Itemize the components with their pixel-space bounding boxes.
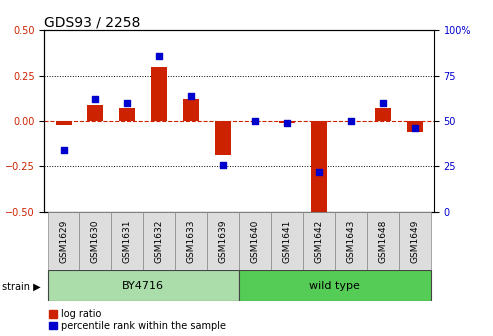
Point	[411, 126, 419, 131]
Bar	[279, 121, 295, 123]
Bar	[111, 212, 143, 270]
Text: GSM1648: GSM1648	[378, 219, 387, 263]
Bar	[47, 212, 79, 270]
Bar	[56, 121, 71, 125]
Text: BY4716: BY4716	[122, 281, 164, 291]
Point	[123, 100, 131, 106]
Text: wild type: wild type	[310, 281, 360, 291]
Bar	[175, 212, 207, 270]
Text: GSM1631: GSM1631	[123, 219, 132, 263]
Point	[92, 96, 100, 102]
Bar	[407, 121, 423, 132]
Text: GDS93 / 2258: GDS93 / 2258	[44, 15, 141, 29]
Text: strain ▶: strain ▶	[2, 281, 41, 291]
Bar	[207, 212, 239, 270]
Bar	[119, 108, 136, 121]
Bar	[151, 67, 167, 121]
Point	[251, 118, 259, 124]
Point	[315, 169, 323, 174]
Bar	[143, 212, 175, 270]
Point	[60, 147, 68, 153]
Point	[155, 53, 163, 58]
Bar	[79, 212, 111, 270]
Bar	[87, 104, 104, 121]
Point	[219, 162, 227, 167]
Legend: log ratio, percentile rank within the sample: log ratio, percentile rank within the sa…	[49, 309, 226, 331]
Point	[187, 93, 195, 98]
Bar	[335, 212, 367, 270]
Bar	[239, 212, 271, 270]
Point	[379, 100, 387, 106]
Bar	[375, 108, 391, 121]
Text: GSM1643: GSM1643	[347, 219, 355, 263]
Bar	[215, 121, 231, 156]
Text: GSM1639: GSM1639	[218, 219, 228, 263]
Text: GSM1642: GSM1642	[315, 219, 323, 263]
Text: GSM1649: GSM1649	[410, 219, 419, 263]
Bar	[367, 212, 399, 270]
Text: GSM1629: GSM1629	[59, 219, 68, 263]
Bar	[271, 212, 303, 270]
Bar	[47, 270, 239, 301]
Bar	[399, 212, 431, 270]
Text: GSM1632: GSM1632	[155, 219, 164, 263]
Bar	[239, 270, 431, 301]
Point	[283, 120, 291, 125]
Text: GSM1630: GSM1630	[91, 219, 100, 263]
Text: GSM1633: GSM1633	[187, 219, 196, 263]
Bar	[183, 99, 199, 121]
Bar	[303, 212, 335, 270]
Point	[347, 118, 355, 124]
Text: GSM1640: GSM1640	[250, 219, 260, 263]
Text: GSM1641: GSM1641	[282, 219, 291, 263]
Bar	[311, 121, 327, 212]
